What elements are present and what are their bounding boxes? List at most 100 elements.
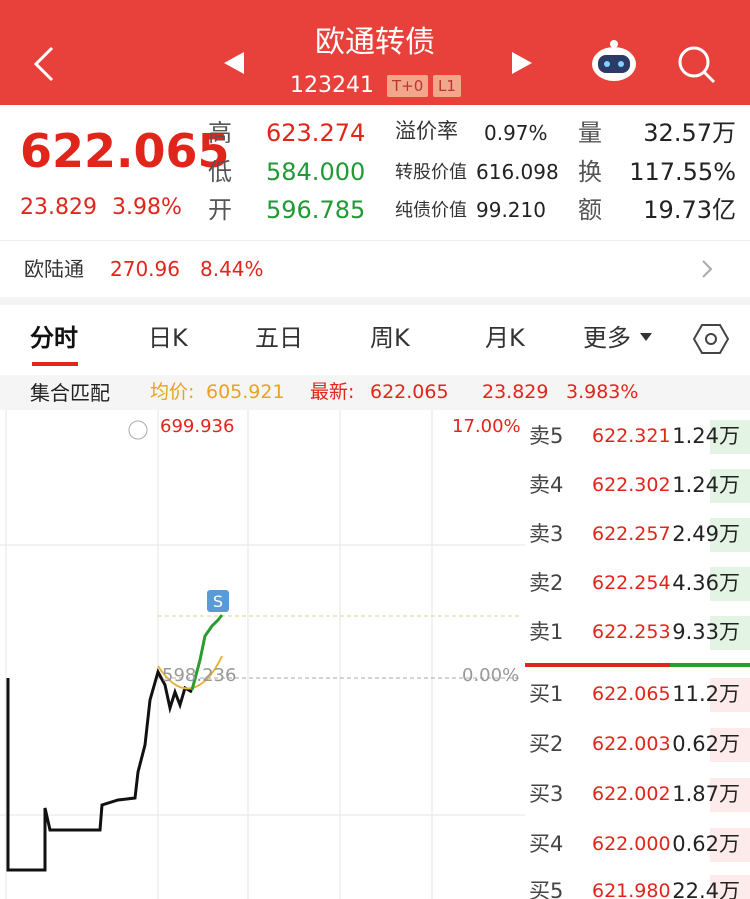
- level-price: 622.321: [592, 425, 671, 447]
- robot-icon[interactable]: [588, 38, 640, 84]
- settings-icon[interactable]: [693, 322, 729, 356]
- ask-row: 卖1 622.253 9.33万: [525, 614, 750, 654]
- pre-market-line: [6, 668, 193, 872]
- grid: [0, 410, 525, 899]
- volume-bg: [710, 875, 750, 899]
- level-price: 622.065: [592, 683, 671, 705]
- stat-value: 32.57万: [643, 119, 736, 147]
- level-volume: 2.49万: [672, 522, 740, 546]
- stock-row[interactable]: 欧陆通 270.96 8.44%: [0, 242, 750, 297]
- stat-label: 高: [208, 119, 232, 147]
- prev-button[interactable]: [222, 50, 246, 76]
- level-volume: 1.24万: [672, 424, 740, 448]
- stat-value: 623.274: [266, 119, 366, 147]
- level-label: 卖3: [529, 522, 564, 546]
- tab[interactable]: 月K: [485, 324, 525, 352]
- level-label: 买2: [529, 732, 564, 756]
- level-volume: 1.87万: [672, 782, 740, 806]
- ask-row: 卖3 622.257 2.49万: [525, 516, 750, 556]
- level-volume: 4.36万: [672, 571, 740, 595]
- stat-value: 616.098: [476, 160, 559, 184]
- stat-value: 117.55%: [629, 158, 736, 186]
- level-label: 卖4: [529, 473, 564, 497]
- level-price: 622.000: [592, 833, 671, 855]
- tab[interactable]: 更多: [583, 324, 631, 352]
- level-price: 622.302: [592, 474, 671, 496]
- bid-row: 买2 622.003 0.62万: [525, 726, 750, 766]
- bid-row: 买3 622.002 1.87万: [525, 776, 750, 816]
- base-pct: 0.00%: [462, 665, 520, 686]
- ask-row: 卖5 622.321 1.24万: [525, 418, 750, 458]
- code: 123241: [290, 73, 374, 98]
- help-icon[interactable]: [128, 420, 148, 440]
- tag: L1: [433, 75, 461, 97]
- stock-price: 270.96: [110, 257, 180, 281]
- avg-label: 均价:: [150, 381, 195, 403]
- intraday-chart: S: [0, 410, 525, 899]
- level-volume: 9.33万: [672, 620, 740, 644]
- level-volume: 0.62万: [672, 732, 740, 756]
- volume-bg: [710, 567, 750, 601]
- dropdown-arrow: [640, 333, 652, 341]
- chevron: [702, 260, 713, 278]
- level-volume: 22.4万: [672, 879, 740, 899]
- level-price: 622.002: [592, 783, 671, 805]
- volume-bg: [710, 728, 750, 762]
- stat-label: 转股价值: [395, 162, 467, 183]
- level-label: 买1: [529, 682, 564, 706]
- level-label: 买5: [529, 879, 564, 899]
- tab-underline: [32, 362, 78, 366]
- change: 23.829: [20, 195, 97, 220]
- level-label: 卖5: [529, 424, 564, 448]
- stock-name: 欧陆通: [24, 257, 84, 281]
- level-volume: 11.2万: [672, 682, 740, 706]
- title: 欧通转债: [315, 25, 435, 60]
- level-label: 买3: [529, 782, 564, 806]
- avg: 605.921: [206, 381, 285, 403]
- level-price: 622.254: [592, 572, 671, 594]
- bid-row: 买4 622.000 0.62万: [525, 826, 750, 866]
- level-label: 卖2: [529, 571, 564, 595]
- tab[interactable]: 五日: [255, 324, 303, 352]
- stat-label: 低: [208, 158, 232, 186]
- level-price: 621.980: [592, 880, 671, 899]
- tab[interactable]: 分时: [30, 324, 78, 352]
- stat-label: 换: [578, 158, 602, 186]
- volume-bg: [710, 828, 750, 862]
- stat-label: 溢价率: [395, 119, 458, 143]
- latest-change-pct: 3.983%: [566, 381, 639, 403]
- signal-marker[interactable]: [207, 590, 229, 612]
- back-button[interactable]: [30, 44, 58, 84]
- signal-text: S: [213, 592, 223, 611]
- stat-value: 19.73亿: [643, 196, 736, 224]
- latest-label: 最新:: [310, 381, 355, 403]
- stock-change: 8.44%: [200, 257, 264, 281]
- top-price: 699.936: [160, 416, 235, 437]
- gap: [0, 297, 750, 305]
- level-volume: 0.62万: [672, 832, 740, 856]
- level-price: 622.253: [592, 621, 671, 643]
- stat-value: 584.000: [266, 158, 366, 186]
- info-bar: 集合匹配 均价: 605.921 最新: 622.065 23.829 3.98…: [0, 375, 750, 410]
- search-icon[interactable]: [676, 44, 718, 86]
- volume-bg: [710, 518, 750, 552]
- tab[interactable]: 日K: [148, 324, 188, 352]
- stat-value: 0.97%: [484, 121, 548, 145]
- bid-row: 买5 621.980 22.4万: [525, 873, 750, 899]
- next-button[interactable]: [510, 50, 534, 76]
- base-price: 598.236: [162, 665, 237, 686]
- level-label: 卖1: [529, 620, 564, 644]
- mode: 集合匹配: [30, 381, 110, 405]
- header: 欧通转债 123241 T+0 L1: [0, 0, 750, 105]
- level-price: 622.257: [592, 523, 671, 545]
- stat-label: 开: [208, 196, 232, 224]
- change-pct: 3.98%: [112, 195, 182, 220]
- tag: T+0: [387, 75, 429, 97]
- volume-bg: [710, 678, 750, 712]
- tab[interactable]: 周K: [370, 324, 410, 352]
- level-price: 622.003: [592, 733, 671, 755]
- price: 622.065: [20, 124, 230, 178]
- ask-row: 卖2 622.254 4.36万: [525, 565, 750, 605]
- ask-bar: [525, 663, 670, 667]
